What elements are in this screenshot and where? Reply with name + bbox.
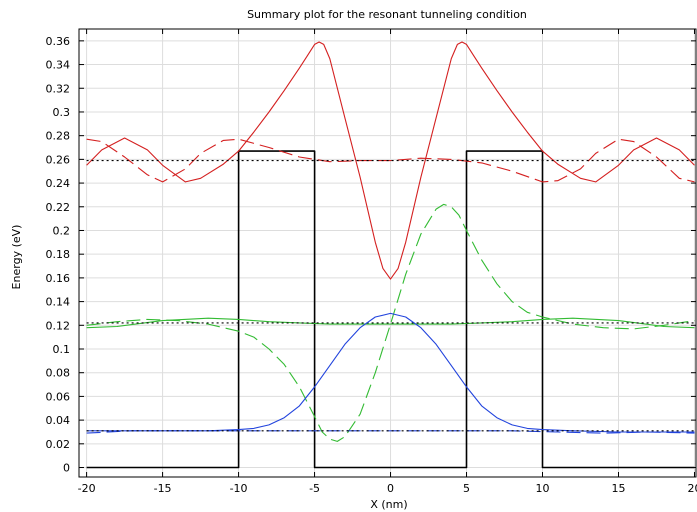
series-line-state2-dashed [86,203,695,442]
y-tick-label: 0.24 [46,177,71,190]
y-tick-label: 0.22 [46,201,71,214]
y-tick-label: 0.36 [46,35,71,48]
x-axis-title: X (nm) [370,498,407,511]
series-layer [86,41,695,469]
x-tick-label: -5 [309,482,320,495]
y-tick-label: 0.08 [46,367,71,380]
x-tick-label: 10 [536,482,550,495]
y-tick-label: 0.18 [46,248,71,261]
y-axis-title: Energy (eV) [10,225,23,290]
x-tick-label: 15 [611,482,625,495]
x-tick-label: 5 [463,482,470,495]
y-tick-label: 0.04 [46,414,71,427]
y-tick-label: 0.16 [46,272,71,285]
y-tick-label: 0.12 [46,319,71,332]
y-tick-label: 0.06 [46,390,71,403]
y-tick-label: 0.26 [46,153,71,166]
series-line-state3 [86,41,695,280]
y-tick-label: 0.14 [46,296,71,309]
y-tick-label: 0.02 [46,438,71,451]
y-tick-label: 0 [63,462,70,475]
y-tick-label: 0.28 [46,130,71,143]
grid-lines [79,29,696,477]
y-tick-label: 0.34 [46,59,71,72]
y-tick-label: 0.32 [46,82,71,95]
x-tick-label: -10 [230,482,248,495]
series-line-potential [86,150,695,469]
y-tick-label: 0.1 [53,343,71,356]
y-tick-label: 0.2 [53,224,71,237]
x-tick-label: 0 [387,482,394,495]
x-tick-label: 20 [687,482,697,495]
x-tick-label: -20 [78,482,96,495]
series-line-state2 [86,317,695,329]
chart-title: Summary plot for the resonant tunneling … [247,8,527,21]
tick-layer: -20 -15 -10 -5 0 5 10 15 20 0 0.02 0.04 0.06 0.08 0.1 0… [46,29,697,495]
y-tick-label: 0.3 [53,106,71,119]
x-tick-label: -15 [154,482,172,495]
series-line-state3-dashed [86,138,695,183]
series-line-state1 [86,312,695,433]
plot-frame [78,28,697,478]
